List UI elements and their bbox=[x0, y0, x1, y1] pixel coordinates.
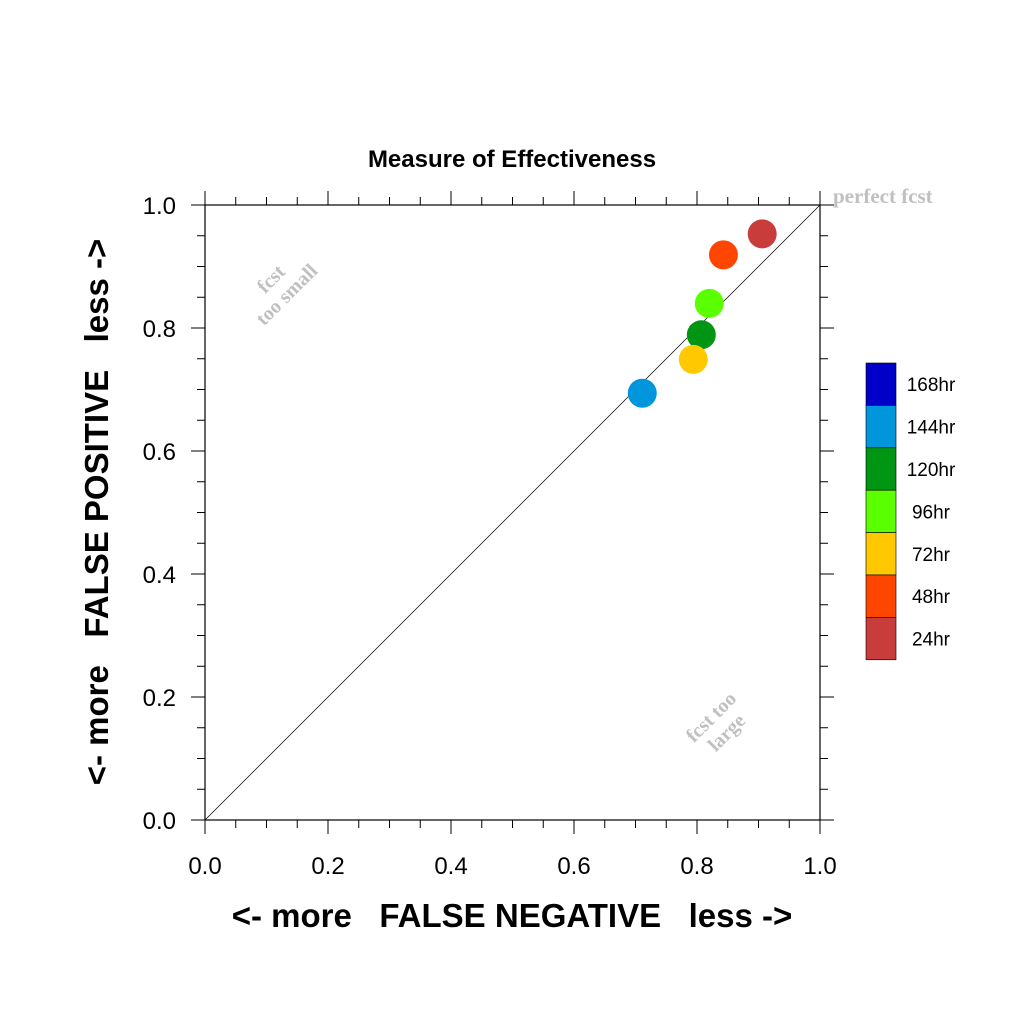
x-tick-label: 1.0 bbox=[803, 853, 836, 880]
y-tick-label: 0.8 bbox=[143, 316, 176, 343]
x-tick-label: 0.0 bbox=[188, 853, 221, 880]
fcst-too-small-annotation: fcst too small bbox=[252, 260, 322, 330]
legend-swatch-168hr bbox=[865, 362, 897, 406]
fcst-too-large-annotation: fcst too large bbox=[682, 688, 750, 756]
point-120hr bbox=[686, 320, 716, 350]
legend-label-96hr: 96hr bbox=[912, 502, 951, 523]
point-48hr bbox=[708, 240, 738, 270]
legend: 168hr 144hr 120hr 96hr 72hr 48hr 24hr bbox=[865, 362, 956, 661]
y-tick-labels: 0.0 0.2 0.4 0.6 0.8 1.0 bbox=[143, 193, 176, 835]
point-96hr bbox=[694, 288, 724, 318]
y-tick-label: 0.2 bbox=[143, 685, 176, 712]
y-tick-label: 0.4 bbox=[143, 562, 176, 589]
point-24hr bbox=[747, 219, 777, 249]
x-tick-label: 0.2 bbox=[311, 853, 344, 880]
x-axis-label: <- more FALSE NEGATIVE less -> bbox=[232, 897, 793, 934]
legend-swatch-72hr bbox=[865, 532, 897, 576]
x-tick-label: 0.4 bbox=[434, 853, 467, 880]
legend-swatch-24hr bbox=[865, 617, 897, 661]
legend-label-168hr: 168hr bbox=[907, 375, 956, 396]
chart-title: Measure of Effectiveness bbox=[368, 146, 656, 173]
legend-swatch-96hr bbox=[865, 489, 897, 533]
x-tick-labels: 0.0 0.2 0.4 0.6 0.8 1.0 bbox=[188, 853, 836, 880]
legend-label-144hr: 144hr bbox=[907, 418, 956, 439]
data-points bbox=[627, 219, 777, 408]
axis-ticks bbox=[191, 191, 834, 834]
y-axis-label: <- more FALSE POSITIVE less -> bbox=[78, 239, 115, 786]
y-tick-label: 0.6 bbox=[143, 439, 176, 466]
legend-label-24hr: 24hr bbox=[912, 630, 951, 651]
legend-swatch-48hr bbox=[865, 574, 897, 618]
perfect-fcst-annotation: perfect fcst bbox=[833, 184, 933, 208]
legend-label-120hr: 120hr bbox=[907, 460, 956, 481]
x-tick-label: 0.8 bbox=[680, 853, 713, 880]
point-144hr bbox=[627, 378, 657, 408]
x-tick-label: 0.6 bbox=[557, 853, 590, 880]
point-72hr bbox=[678, 344, 708, 374]
legend-label-72hr: 72hr bbox=[912, 545, 951, 566]
fcst-too-small-line-2: too small bbox=[252, 260, 322, 330]
y-tick-label: 0.0 bbox=[143, 808, 176, 835]
y-tick-label: 1.0 bbox=[143, 193, 176, 220]
legend-label-48hr: 48hr bbox=[912, 587, 951, 608]
legend-swatch-120hr bbox=[865, 447, 897, 491]
legend-swatch-144hr bbox=[865, 405, 897, 449]
